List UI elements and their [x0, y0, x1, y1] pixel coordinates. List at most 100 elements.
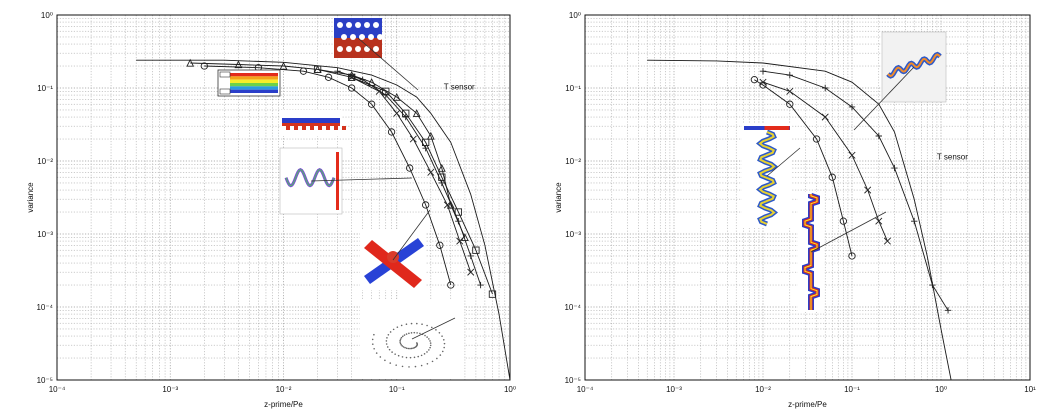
data-point — [393, 109, 401, 117]
data-point — [409, 135, 417, 143]
data-point — [864, 186, 872, 194]
data-point — [412, 109, 421, 117]
data-point — [334, 67, 341, 75]
x-tick-label: 10⁻³ — [162, 385, 178, 394]
x-tick-label: 10⁻⁴ — [577, 385, 594, 394]
data-point — [911, 217, 918, 225]
y-tick-label: 10⁻³ — [37, 230, 53, 239]
data-point — [447, 281, 455, 289]
data-point — [387, 128, 396, 136]
series-2 — [200, 62, 455, 289]
data-point — [437, 163, 446, 172]
y-tick-label: 10⁰ — [41, 11, 53, 20]
data-point — [392, 92, 401, 101]
series-1 — [759, 67, 952, 314]
data-point — [455, 217, 462, 225]
leader-line — [810, 211, 887, 253]
data-point — [426, 131, 435, 140]
channel-groove-icon — [280, 110, 346, 136]
series-3 — [750, 76, 856, 260]
x-tick-label: 10⁻³ — [666, 385, 682, 394]
plot-frame — [56, 14, 511, 381]
series-line — [754, 79, 853, 257]
y-tick-label: 10⁻⁵ — [565, 376, 581, 385]
data-point — [234, 60, 243, 69]
data-point — [443, 201, 451, 209]
series-4 — [334, 67, 484, 289]
y-tick-label: 10⁻⁴ — [564, 303, 581, 312]
data-point — [821, 113, 829, 121]
y-axis-label: variance — [26, 182, 35, 213]
leader-line — [310, 177, 413, 182]
x-tick-label: 10⁰ — [504, 385, 516, 394]
data-point — [822, 84, 829, 92]
data-point — [472, 246, 480, 254]
data-point — [382, 91, 389, 99]
y-tick-label: 10⁻⁴ — [36, 303, 53, 312]
data-point — [467, 268, 475, 276]
y-tick-label: 10⁻¹ — [565, 84, 581, 93]
chart-left: 10⁻⁴ 10⁻³ 10⁻² 10⁻¹ 10⁰10⁰10⁻¹10⁻²10⁻³10⁻⁴10… — [26, 11, 516, 409]
data-point — [786, 100, 794, 108]
series-line — [351, 76, 472, 273]
x-axis-label: z-prime/Pe — [264, 400, 303, 409]
y-tick-label: 10⁻¹ — [37, 84, 53, 93]
spiral-dots-icon — [360, 300, 464, 378]
series-2 — [759, 78, 891, 245]
data-point — [883, 237, 891, 245]
x-tick-label: 10⁻² — [755, 385, 771, 394]
leader-line — [392, 209, 431, 261]
staggered-channel-icon — [217, 69, 281, 97]
data-point — [436, 241, 444, 249]
data-point — [839, 217, 848, 225]
data-point — [446, 200, 455, 209]
chart-right: 10⁻⁴ 10⁻³ 10⁻² 10⁻¹ 10⁰ 10¹ 10⁰ 10⁻¹ 10⁻² 10⁻³ 10⁻… — [554, 11, 1036, 409]
x-tick-label: 10⁻¹ — [389, 385, 405, 394]
x-tick-label: 10⁻² — [276, 385, 292, 394]
data-point — [875, 132, 882, 140]
data-point — [750, 76, 759, 84]
leader-line — [357, 37, 419, 91]
data-point — [422, 144, 429, 152]
data-point — [759, 67, 767, 75]
data-point — [786, 87, 794, 95]
x-tick-label: 10⁻⁴ — [49, 385, 66, 394]
leader-line — [766, 147, 801, 177]
x-tick-label: 10⁻¹ — [844, 385, 860, 394]
series-line — [204, 65, 452, 286]
data-point — [875, 217, 883, 225]
data-point — [848, 103, 856, 111]
data-point — [406, 164, 414, 172]
data-point — [367, 100, 376, 108]
data-point — [348, 84, 356, 92]
y-tick-label: 10⁻³ — [565, 230, 581, 239]
data-point — [186, 58, 195, 67]
data-point — [456, 237, 464, 245]
data-point — [299, 67, 308, 75]
data-point — [488, 290, 497, 298]
data-point — [944, 307, 952, 314]
data-point — [348, 73, 356, 81]
x-tick-label: 10¹ — [1024, 385, 1036, 394]
data-point — [812, 135, 821, 143]
data-point — [422, 201, 430, 209]
data-point — [375, 87, 383, 95]
y-tick-label: 10⁰ — [569, 11, 581, 20]
data-point — [786, 71, 793, 79]
data-point — [828, 173, 836, 181]
data-point — [359, 76, 366, 83]
data-point — [200, 62, 208, 70]
y-tick-label: 10⁻⁵ — [37, 376, 53, 385]
data-point — [454, 208, 463, 216]
y-axis-label: variance — [554, 182, 563, 213]
plot-frame — [584, 14, 1031, 381]
leader-line — [853, 66, 915, 131]
y-tick-label: 10⁻² — [37, 157, 53, 166]
data-point — [477, 281, 484, 289]
data-point — [313, 65, 322, 74]
x-tick-label: 10⁰ — [935, 385, 947, 394]
x-axis-label: z-prime/Pe — [788, 400, 827, 409]
data-point — [427, 168, 435, 176]
pillar-array-icon — [334, 18, 383, 58]
